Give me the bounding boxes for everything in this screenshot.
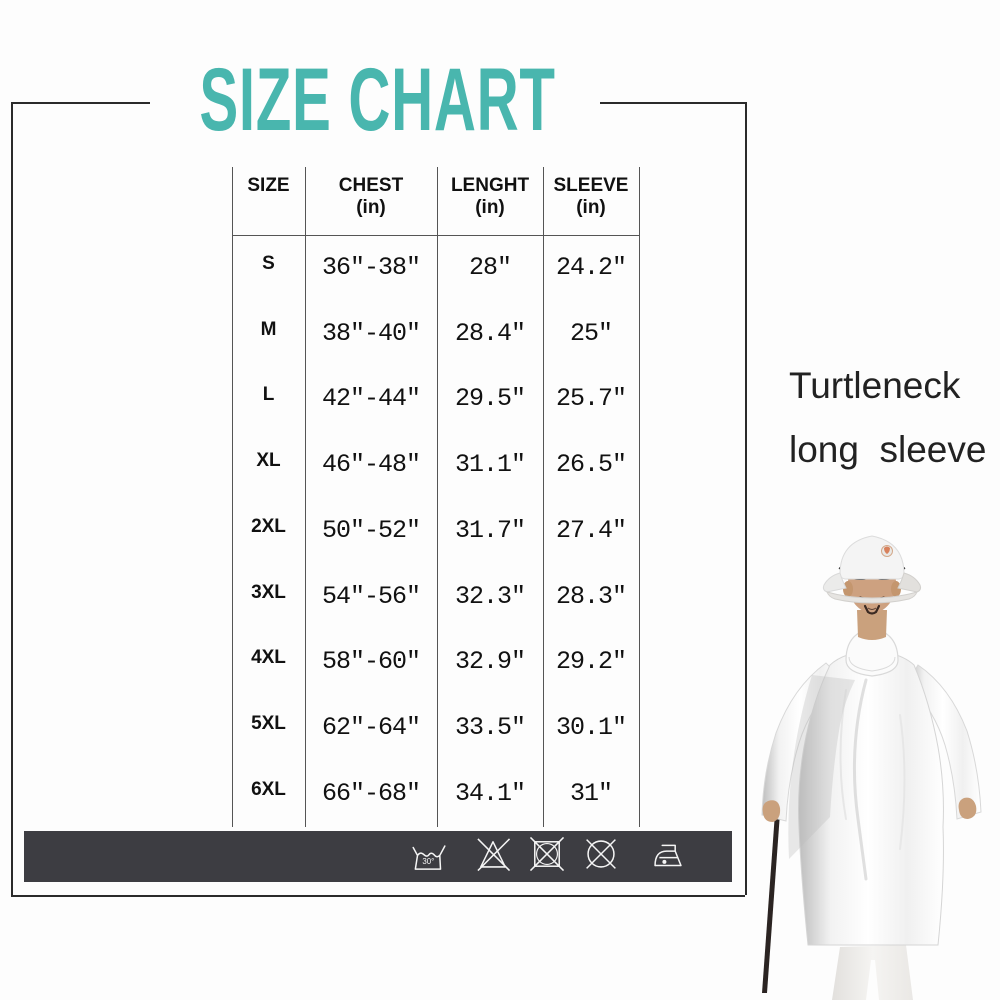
svg-text:30°: 30°	[422, 857, 434, 866]
